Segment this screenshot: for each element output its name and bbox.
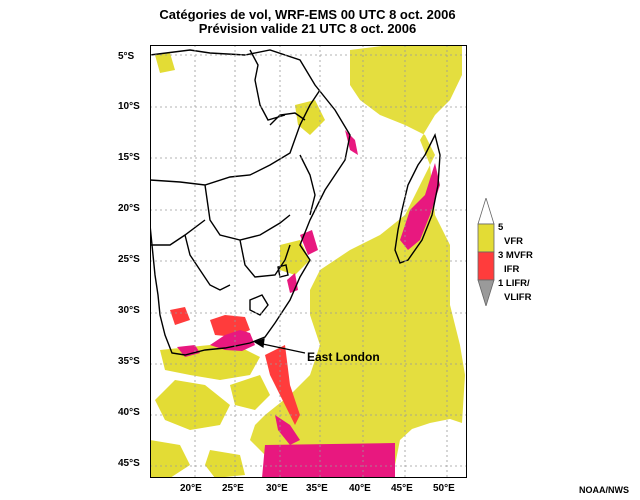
legend-label-vlifr: VLIFR [504, 292, 532, 303]
map-panel [150, 45, 467, 478]
lon-label-50e: 50°E [433, 483, 455, 494]
lon-label-40e: 40°E [349, 483, 371, 494]
lat-label-35s: 35°S [118, 356, 140, 367]
graticule [150, 45, 467, 478]
legend-colorbar [477, 198, 495, 306]
map-title-line2: Prévision valide 21 UTC 8 oct. 2006 [198, 21, 417, 36]
east-london-arrow [253, 338, 306, 354]
madagascar-coastline [394, 132, 441, 264]
lat-label-45s: 45°S [118, 458, 140, 469]
east-london-label: East London [307, 350, 380, 364]
map-title-line1: Catégories de vol, WRF-EMS 00 UTC 8 oct.… [159, 7, 456, 22]
lat-label-15s: 15°S [118, 152, 140, 163]
legend-label-5: 5 [498, 222, 504, 233]
legend-label-1-lifr: 1 LIFR/ [498, 278, 530, 289]
lat-label-40s: 40°S [118, 407, 140, 418]
lat-label-30s: 30°S [118, 305, 140, 316]
swaziland-border [277, 264, 289, 278]
lat-label-10s: 10°S [118, 101, 140, 112]
lon-label-20e: 20°E [180, 483, 202, 494]
lat-label-20s: 20°S [118, 203, 140, 214]
legend: 5 VFR 3 MVFR IFR 1 LIFR/ VLIFR [476, 198, 546, 306]
legend-label-3-mvfr: 3 MVFR [498, 250, 533, 261]
lon-label-25e: 25°E [222, 483, 244, 494]
legend-label-ifr: IFR [504, 264, 520, 275]
lesotho-border [249, 294, 269, 316]
lon-label-35e: 35°E [306, 483, 328, 494]
map-border [150, 45, 467, 478]
ifr-areas [177, 130, 440, 478]
lat-label-5s: 5°S [118, 51, 135, 62]
legend-label-vfr: VFR [504, 236, 523, 247]
africa-coastline [150, 49, 351, 356]
lon-label-45e: 45°E [391, 483, 413, 494]
credit-text: NOAA/NWS [579, 485, 629, 495]
country-borders [150, 49, 321, 291]
lat-label-25s: 25°S [118, 254, 140, 265]
lon-label-30e: 30°E [266, 483, 288, 494]
land-outlines [150, 49, 441, 356]
